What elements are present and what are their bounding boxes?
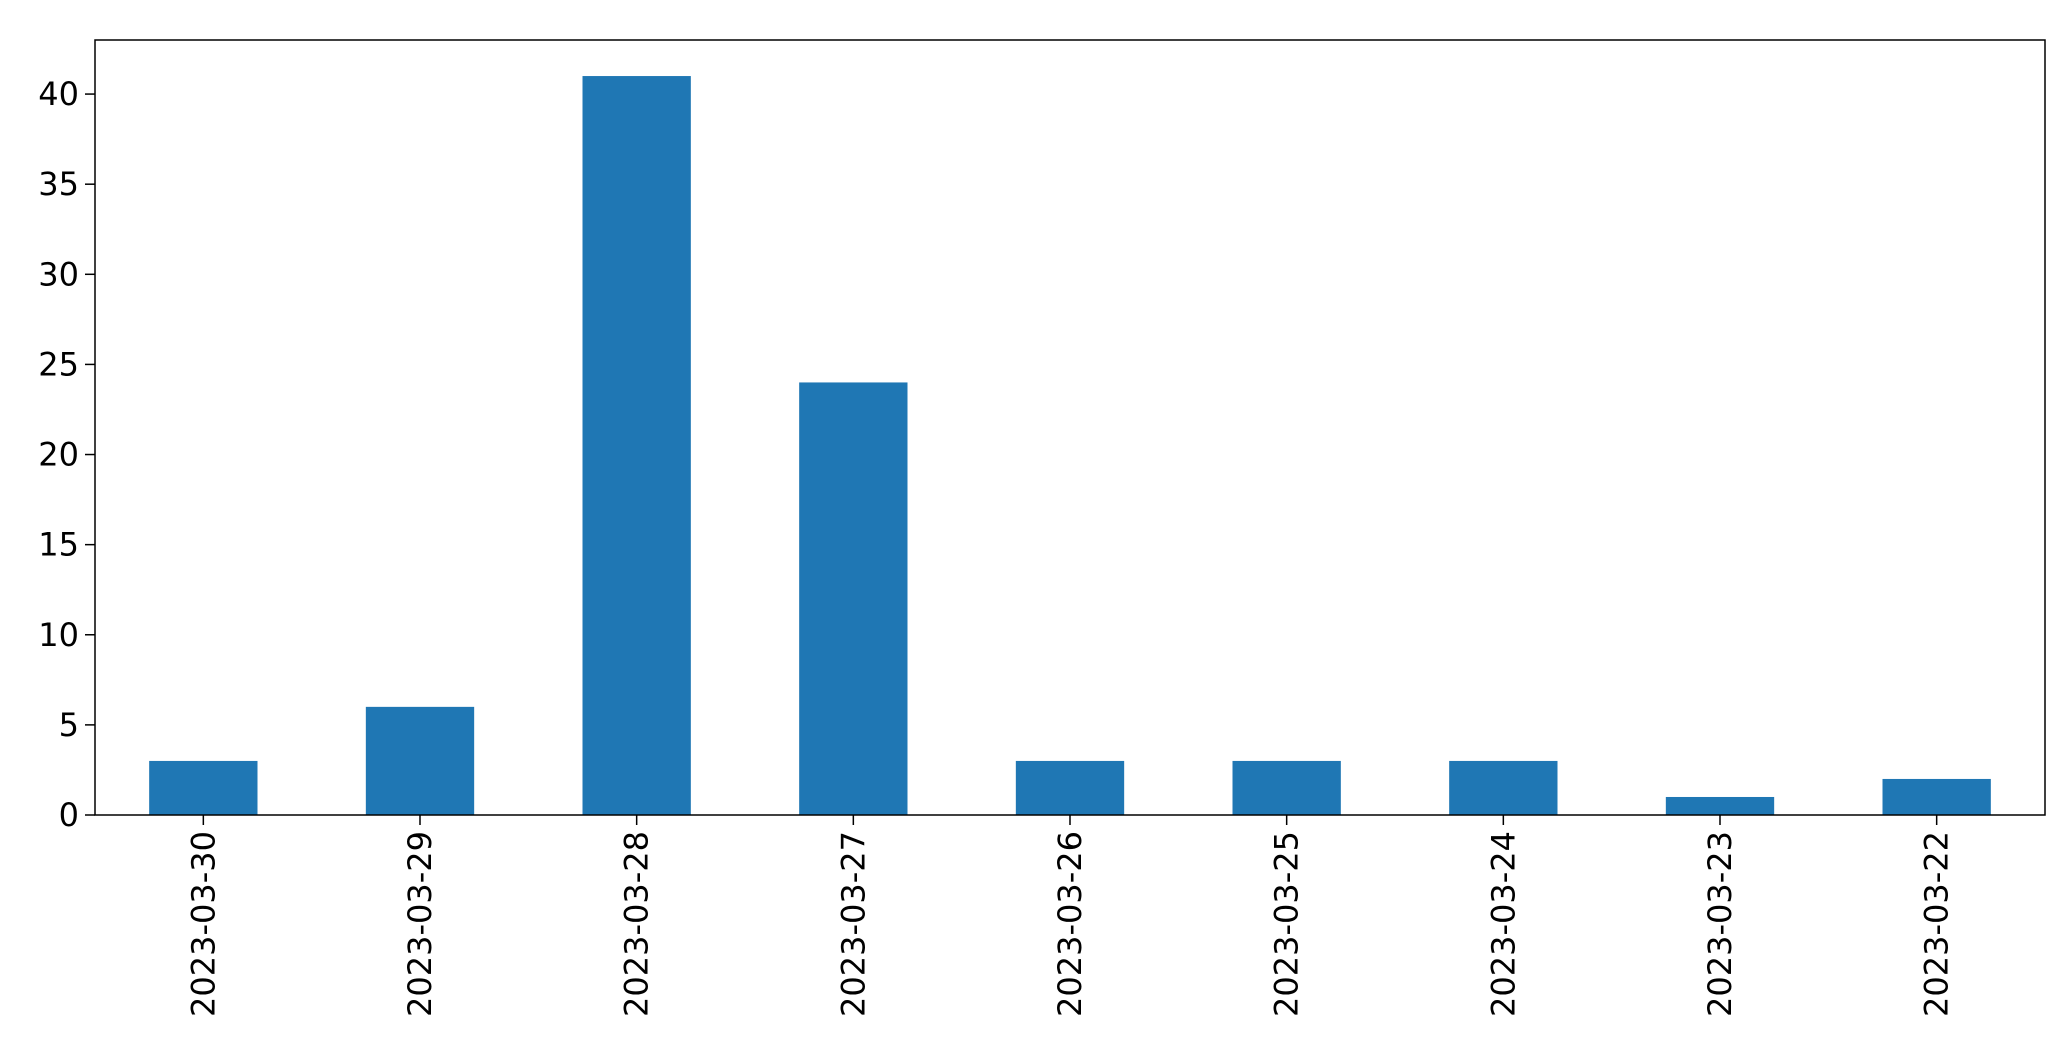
y-tick-label: 40 <box>38 75 79 113</box>
bar-2023-03-30 <box>149 760 258 815</box>
x-tick-label: 2023-03-23 <box>1701 831 1739 1017</box>
x-tick-label: 2023-03-30 <box>184 831 222 1017</box>
bars-layer <box>149 76 1991 815</box>
y-tick-label: 25 <box>38 345 79 383</box>
y-tick-label: 20 <box>38 436 79 474</box>
y-tick-label: 10 <box>38 616 79 654</box>
y-tick-label: 30 <box>38 255 79 293</box>
x-tick-label: 2023-03-22 <box>1918 831 1956 1017</box>
bar-2023-03-29 <box>365 706 475 815</box>
bar-2023-03-24 <box>1449 760 1558 815</box>
x-tick-label: 2023-03-28 <box>618 831 656 1017</box>
ticks-layer: 2023-03-30 2023-03-29 2023-03-28 2023-03-27… <box>38 75 1955 1017</box>
bar-2023-03-23 <box>1665 796 1775 815</box>
bar-2023-03-26 <box>1015 760 1125 815</box>
bar-2023-03-22 <box>1882 778 1991 815</box>
y-tick-label: 0 <box>59 796 79 834</box>
bar-2023-03-27 <box>799 382 908 815</box>
x-tick-label: 2023-03-25 <box>1268 831 1306 1017</box>
bar-2023-03-25 <box>1232 760 1341 815</box>
bar-2023-03-28 <box>582 76 691 815</box>
plot-frame <box>94 39 2046 816</box>
y-tick-label: 15 <box>38 526 79 564</box>
x-tick-label: 2023-03-27 <box>834 831 872 1017</box>
x-tick-label: 2023-03-24 <box>1484 831 1522 1017</box>
y-tick-label: 35 <box>38 165 79 203</box>
x-tick-label: 2023-03-29 <box>401 831 439 1017</box>
x-tick-label: 2023-03-26 <box>1051 831 1089 1017</box>
y-tick-label: 5 <box>59 706 79 744</box>
